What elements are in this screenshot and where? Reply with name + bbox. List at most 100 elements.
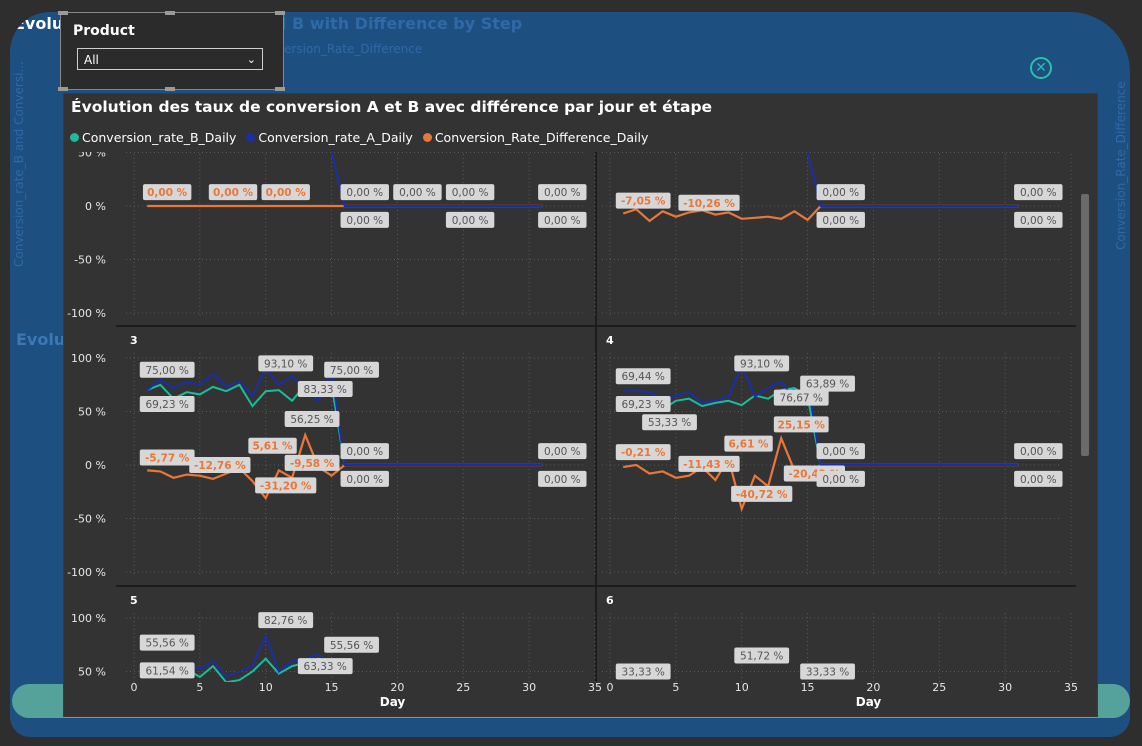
x-tick-label: 0 (607, 681, 614, 694)
data-label-box (615, 396, 671, 413)
legend-item-diff[interactable]: Conversion_Rate_Difference_Daily (422, 130, 648, 145)
y-tick-label: 0 % (85, 459, 106, 472)
chart-scrollbar[interactable] (1081, 194, 1089, 456)
data-label-box (538, 443, 587, 460)
data-label-box (324, 636, 379, 653)
data-label: 75,00 % (330, 365, 373, 377)
legend-dot-icon (422, 133, 432, 142)
data-label: 0,00 % (452, 215, 489, 227)
data-label-box (773, 416, 829, 433)
data-label-box (297, 381, 353, 398)
data-label-box (1014, 184, 1063, 201)
data-label-box (340, 211, 389, 228)
legend-label: Conversion_rate_B_Daily (82, 130, 237, 145)
data-label-box (800, 375, 855, 392)
data-label-box (340, 443, 389, 460)
y-tick-label: 100 % (71, 612, 106, 625)
data-label: 0,00 % (452, 187, 489, 199)
legend-dot-icon (246, 133, 256, 142)
data-label-box (393, 184, 442, 201)
data-label: 93,10 % (740, 358, 783, 370)
resize-handle[interactable] (275, 11, 285, 15)
data-label-box (1014, 470, 1063, 487)
data-label: 0,00 % (346, 187, 383, 199)
y-tick-label: 50 % (78, 147, 106, 160)
data-label-box (139, 361, 195, 378)
y-tick-label: 0 % (85, 200, 106, 213)
legend-item-a[interactable]: Conversion_rate_A_Daily (246, 130, 413, 145)
product-dropdown[interactable]: All ⌄ (77, 48, 263, 70)
panel-4: 4 69,44 % 69,23 % 53,33 % 93,10 % 63,89 % 76,6… (602, 334, 1072, 577)
data-label: 53,33 % (648, 417, 691, 429)
data-label: 63,89 % (806, 379, 849, 391)
data-label: 0,00 % (822, 187, 859, 199)
data-label: 0,00 % (147, 187, 188, 199)
x-tick-label: 25 (456, 681, 470, 694)
data-label: 0,00 % (544, 474, 581, 486)
data-label-box (284, 454, 340, 471)
y-tick-label: 50 % (78, 666, 106, 679)
data-label: 0,00 % (822, 474, 859, 486)
data-label-box (258, 355, 314, 372)
series-line-a (806, 152, 1019, 207)
data-label-box (734, 647, 790, 664)
close-icon[interactable]: ✕ (1030, 57, 1052, 79)
data-label-box (445, 211, 495, 228)
data-label-box (816, 470, 865, 487)
y-tick-label: -50 % (74, 254, 106, 267)
x-axis-title: Day (380, 695, 406, 709)
data-label-box (139, 662, 195, 679)
data-label: 51,72 % (740, 650, 783, 662)
y-tick-label: 100 % (71, 352, 106, 365)
data-label: 0,00 % (213, 187, 254, 199)
data-label-box (816, 443, 865, 460)
data-label: -5,77 % (145, 453, 190, 465)
resize-handle[interactable] (275, 87, 285, 91)
data-label: 55,56 % (330, 640, 373, 652)
data-label-box (445, 184, 495, 201)
data-label-box (255, 477, 317, 494)
data-label-box (284, 410, 340, 427)
data-label: -40,72 % (736, 489, 788, 501)
data-label-box (538, 211, 587, 228)
data-label: 5,61 % (252, 441, 293, 453)
resize-handle[interactable] (58, 11, 68, 15)
data-label: 69,23 % (621, 399, 664, 411)
product-slicer[interactable]: Product All ⌄ (58, 11, 285, 91)
data-label: 55,56 % (145, 638, 188, 650)
data-label: 61,54 % (145, 665, 188, 677)
data-label-box (724, 435, 773, 452)
resize-handle[interactable] (165, 11, 175, 15)
panel-top-1: 50 % 0 % -50 % -100 % 0,00 % 0,00 % 0,00 % 0,00… (67, 147, 596, 320)
data-label: 69,44 % (621, 371, 664, 383)
data-label: 0,00 % (822, 446, 859, 458)
slicer-title: Product (73, 23, 135, 39)
data-label-box (189, 457, 251, 473)
data-label: -12,76 % (194, 460, 246, 472)
y-tick-label: -50 % (74, 513, 106, 526)
x-tick-label: 35 (588, 681, 602, 694)
background-title-second: Evolu (16, 330, 66, 349)
data-label: -31,20 % (260, 480, 312, 492)
background-legend: ersion_Rate_Difference (284, 42, 423, 56)
resize-handle[interactable] (58, 87, 68, 91)
data-label: 82,76 % (264, 615, 307, 627)
data-label: 0,00 % (1020, 446, 1057, 458)
resize-handle[interactable] (165, 87, 175, 91)
data-label-box (340, 470, 389, 487)
panel-label: 3 (130, 334, 138, 347)
data-label-box (538, 184, 587, 201)
legend-item-b[interactable]: Conversion_rate_B_Daily (70, 130, 236, 145)
background-title-left: Evolu (14, 14, 64, 33)
data-label: 0,00 % (1020, 474, 1057, 486)
data-label: 0,00 % (1020, 187, 1057, 199)
data-label: -11,43 % (683, 459, 735, 471)
data-label: 56,25 % (290, 414, 333, 426)
chart-panel: Évolution des taux de conversion A et B … (63, 93, 1098, 717)
data-label-box (340, 184, 389, 201)
data-label-box (1014, 443, 1063, 460)
data-label: 33,33 % (621, 667, 664, 679)
x-tick-label: 15 (325, 681, 339, 694)
panel-label: 6 (606, 594, 614, 607)
series-line-diff (622, 204, 1019, 223)
